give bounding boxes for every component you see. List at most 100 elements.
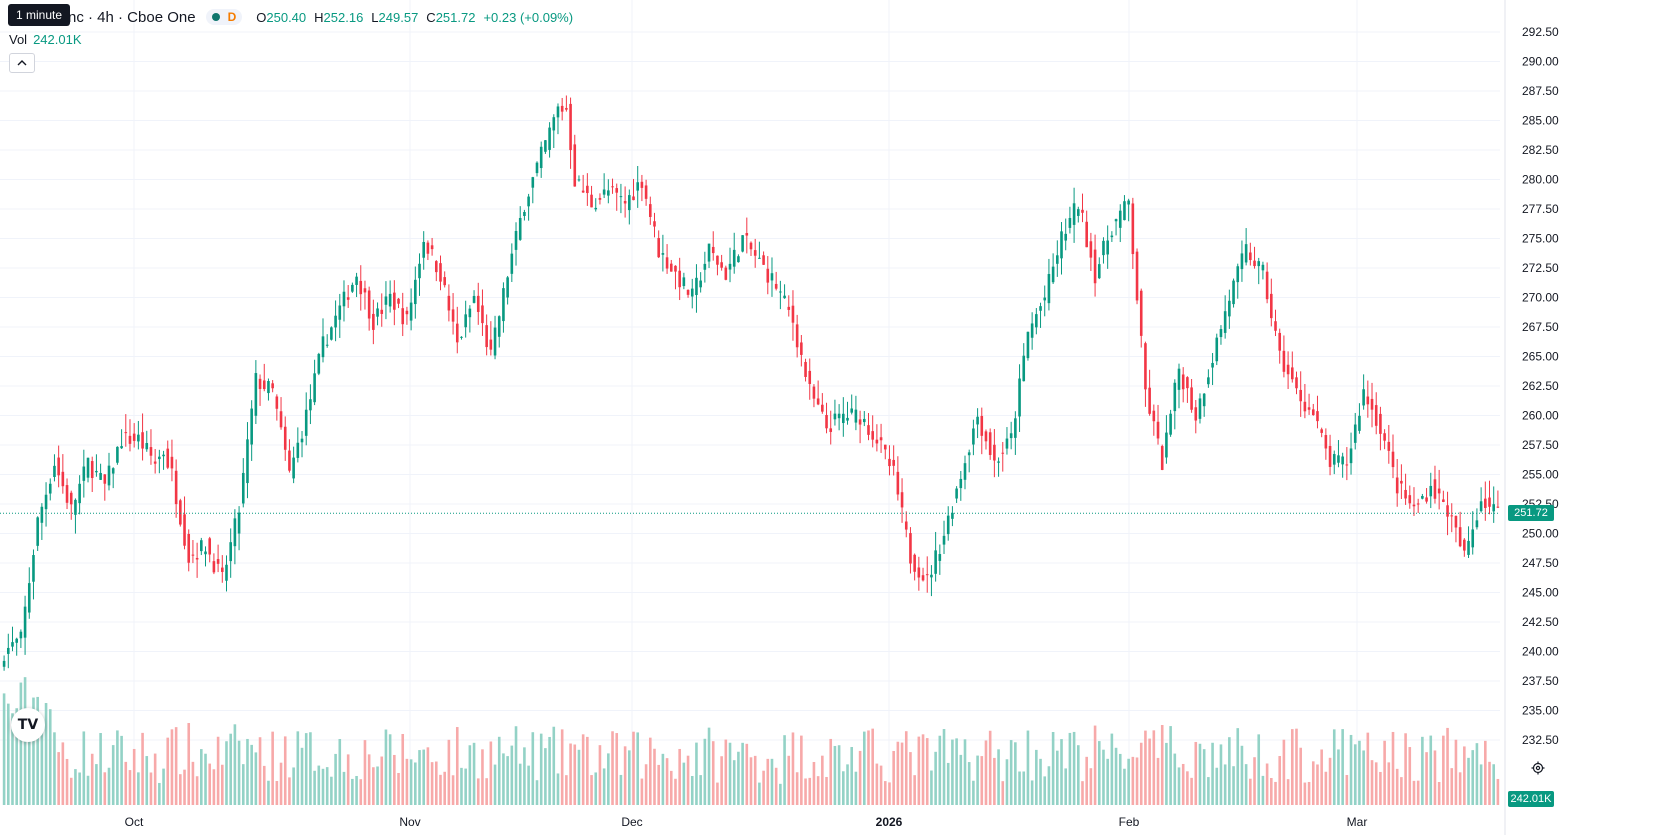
candle-body <box>1005 438 1009 449</box>
volume-bar <box>909 752 912 805</box>
volume-bar <box>1316 764 1319 805</box>
price-axis-label: 237.50 <box>1522 674 1559 688</box>
candle-body <box>309 399 312 411</box>
candle-body <box>288 450 291 471</box>
candle-body <box>1471 529 1475 548</box>
tradingview-logo-icon[interactable]: TV <box>11 708 45 742</box>
candle-body <box>145 443 149 450</box>
volume-bar <box>1135 757 1139 805</box>
candle-body <box>963 463 967 480</box>
candle-body <box>875 439 879 444</box>
candle-body <box>762 255 765 265</box>
volume-bar <box>829 738 833 805</box>
candle-body <box>246 439 249 484</box>
volume-bar <box>1156 757 1160 805</box>
candle-body <box>191 554 195 556</box>
volume-bar <box>204 753 207 805</box>
volume-bar <box>1391 731 1395 805</box>
volume-bar <box>1324 771 1328 805</box>
symbol-title[interactable]: nc · 4h · Cboe One <box>68 8 196 26</box>
volume-bar <box>904 731 908 805</box>
volume-bar <box>506 756 509 805</box>
volume-bar <box>468 745 472 805</box>
candle-body <box>808 370 812 385</box>
volume-bar <box>669 770 673 805</box>
volume-bar <box>111 745 115 805</box>
volume-bar <box>678 748 681 805</box>
volume-bar <box>858 750 862 805</box>
volume-bar <box>875 763 879 805</box>
market-status[interactable]: D <box>205 9 243 25</box>
volume-bar <box>1039 758 1042 805</box>
candle-body <box>984 431 988 442</box>
volume-bar <box>686 755 690 805</box>
candle-body <box>1173 382 1177 412</box>
collapse-legend-button[interactable] <box>9 53 35 73</box>
volume-bar <box>1299 747 1302 805</box>
volume-bar <box>1328 757 1332 805</box>
chart-settings-button[interactable] <box>1528 758 1548 778</box>
volume-bar <box>682 762 686 805</box>
volume-bar <box>942 729 946 805</box>
candle-body <box>1358 415 1361 431</box>
candle-body <box>153 461 157 464</box>
candle-body <box>74 499 77 515</box>
volume-bar <box>665 758 669 805</box>
candle-body <box>1022 355 1026 382</box>
price-axis-label: 275.00 <box>1522 232 1559 246</box>
volume-bar <box>724 739 728 805</box>
volume-bar <box>99 733 102 805</box>
candle-body <box>1475 520 1479 528</box>
candle-body <box>376 308 379 317</box>
volume-bar <box>191 761 195 805</box>
candle-body <box>1286 364 1290 375</box>
volume-bar <box>1349 734 1353 805</box>
candle-body <box>137 434 140 442</box>
volume-bar <box>577 749 581 805</box>
candle-body <box>1400 480 1403 484</box>
volume-bar <box>1232 766 1235 805</box>
candle-body <box>594 207 598 210</box>
volume-bar <box>1190 777 1193 805</box>
candle-body <box>1177 368 1181 390</box>
volume-bar <box>1290 729 1294 805</box>
candle-body <box>132 433 136 441</box>
volume-bar <box>1395 768 1399 805</box>
volume-bar <box>720 756 723 805</box>
volume-bar <box>1097 741 1101 805</box>
candle-body <box>380 309 384 314</box>
candle-body <box>99 472 102 480</box>
volume-bar <box>1123 768 1126 805</box>
candle-body <box>342 291 346 307</box>
volume-bar <box>1022 771 1026 805</box>
volume-bar <box>388 734 392 805</box>
candle-body <box>1337 455 1340 463</box>
volume-bar <box>334 753 337 805</box>
candle-body <box>95 470 98 473</box>
candle-body <box>1270 293 1273 319</box>
price-axis-label: 257.50 <box>1522 438 1559 452</box>
volume-bar <box>716 782 719 805</box>
candle-body <box>1370 398 1374 410</box>
price-axis-label: 255.00 <box>1522 468 1559 482</box>
volume-bar <box>1030 780 1034 805</box>
candle-body <box>170 456 174 469</box>
volume-bar <box>166 737 170 805</box>
volume-bar <box>1282 739 1286 805</box>
volume-bar <box>1211 742 1214 805</box>
candle-body <box>1274 321 1277 331</box>
candle-body <box>900 492 904 508</box>
candle-body <box>518 217 522 240</box>
volume-bar <box>1131 756 1135 805</box>
candle-body <box>200 540 203 552</box>
candle-body <box>1165 432 1168 458</box>
volume-bar <box>195 776 199 805</box>
volume-bar <box>229 733 232 805</box>
candle-body <box>1009 433 1013 439</box>
low-value: 249.57 <box>378 9 419 25</box>
candle-body <box>590 194 593 208</box>
candle-body <box>430 245 434 250</box>
volume-bar <box>1228 737 1231 805</box>
price-axis-label: 250.00 <box>1522 527 1559 541</box>
